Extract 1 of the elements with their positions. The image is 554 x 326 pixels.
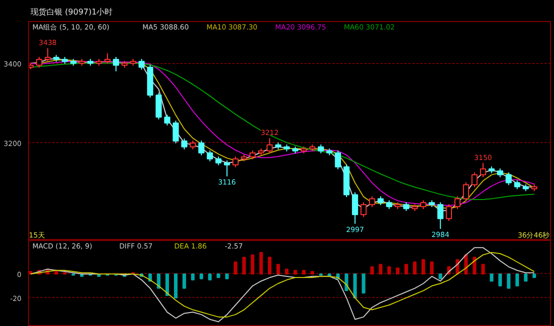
chart-title: 现货白银 (9097)1小时	[30, 8, 113, 16]
